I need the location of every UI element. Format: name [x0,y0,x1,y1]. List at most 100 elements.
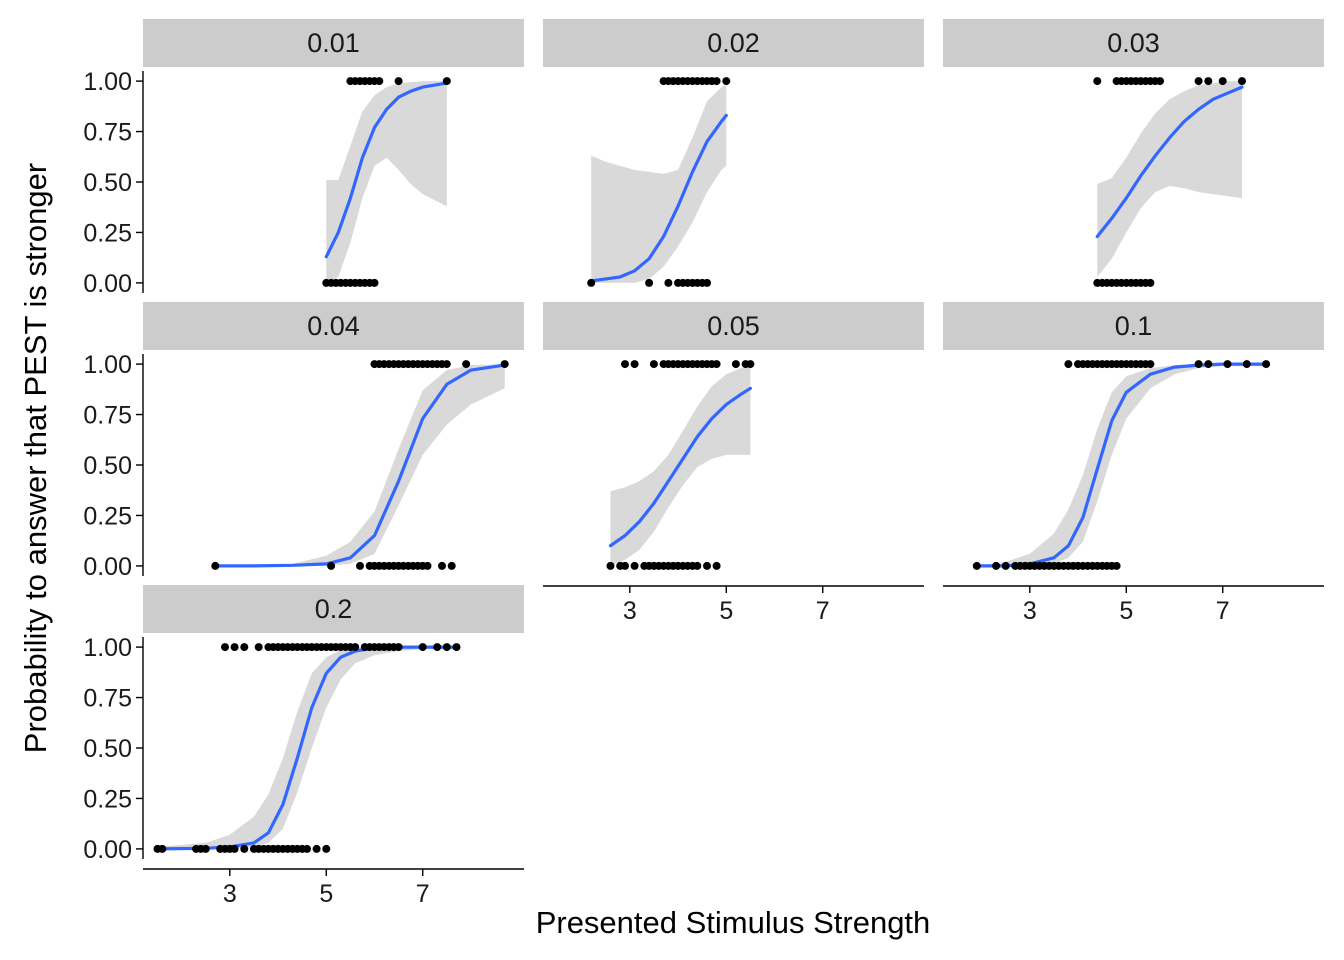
facet-panel-0.05: 0.05 3 5 7 [543,302,924,625]
y-tick-label: 0.50 [83,169,132,197]
confidence-band [610,366,751,566]
facet-strip [543,19,924,67]
data-point [447,561,456,570]
data-point [712,360,721,369]
facet-strip-label: 0.05 [707,311,760,341]
facet-strip [143,302,524,350]
data-point [1001,561,1010,570]
x-tick-label: 7 [416,880,430,908]
data-point [322,844,331,853]
y-tick-label: 0.75 [83,685,132,713]
x-tick-label: 5 [719,597,733,625]
data-point [1242,360,1251,369]
data-point [500,360,509,369]
data-point [630,360,639,369]
y-tick-label: 1.00 [83,351,132,379]
data-point [712,561,721,570]
data-point [1218,77,1227,86]
y-tick-label: 0.75 [83,402,132,430]
data-point [731,360,740,369]
facet-strip-label: 0.04 [307,311,360,341]
facet-panel-0.04: 0.04 0.00 0.25 0.50 0.75 1.00 [83,302,524,581]
y-tick-label: 0.25 [83,502,132,530]
data-point [606,561,615,570]
facet-panel-0.01: 0.01 0.00 0.25 0.50 0.75 1.00 [83,19,524,298]
x-tick-label: 5 [1119,597,1133,625]
confidence-band [215,364,505,566]
data-point [693,561,702,570]
facet-strip [943,19,1324,67]
fit-line [213,363,507,568]
data-point [442,360,451,369]
data-point [356,561,364,570]
data-point [746,360,755,369]
data-point [240,643,249,652]
confidence-band [157,647,457,849]
data-point [442,643,451,652]
fit-line [1095,85,1244,239]
facet-panel-0.03: 0.03 [943,19,1324,287]
data-point [442,77,451,86]
facet-strip-label: 0.2 [315,594,353,624]
y-tick-label: 1.00 [83,68,132,96]
facet-panel-0.2: 0.2 0.00 0.25 0.50 0.75 1.00 3 5 7 [83,585,524,908]
y-tick-label: 0.25 [83,219,132,247]
data-point [621,561,629,570]
x-tick-label: 3 [1023,597,1037,625]
x-tick-label: 3 [623,597,637,625]
data-point [645,278,654,287]
data-point [630,561,639,570]
fit-line [589,113,728,283]
y-tick-label: 0.50 [83,452,132,480]
y-tick-label: 0.00 [83,270,132,298]
data-point [1194,360,1203,369]
data-point [327,561,336,570]
data-point [230,643,239,652]
facet-strip-label: 0.01 [307,28,360,58]
data-point [394,77,403,86]
confidence-band [976,364,1267,566]
data-point [722,77,731,86]
data-point [1146,278,1155,287]
y-axis-title: Probability to answer that PEST is stron… [18,163,53,753]
data-point [394,643,403,652]
data-point [211,561,220,570]
data-point [621,360,629,369]
confidence-band [326,81,447,283]
data-point [664,278,673,287]
data-point [972,561,981,570]
data-point [649,360,658,369]
data-point [433,643,442,652]
fit-line [608,386,752,548]
facet-strip [143,585,524,633]
data-point [462,360,471,369]
x-tick-label: 7 [1216,597,1230,625]
data-point [1223,360,1232,369]
facet-panels: 0.010.000.250.500.751.000.02 0.030.040.00… [83,19,1324,908]
data-point [1238,77,1246,86]
data-point [158,844,167,853]
data-point [1093,77,1102,86]
data-point [254,643,263,652]
y-tick-label: 0.50 [83,735,132,763]
data-point [375,77,384,86]
data-point [303,844,311,853]
data-point [201,844,210,853]
data-point [1112,561,1121,570]
data-point [230,844,239,853]
facet-strip-label: 0.03 [1107,28,1160,58]
y-tick-label: 0.25 [83,785,132,813]
confidence-band [591,85,727,283]
fit-line [975,362,1268,568]
x-tick-label: 7 [816,597,830,625]
data-point [703,561,711,570]
data-point [1204,360,1213,369]
data-point [587,278,596,287]
x-tick-label: 3 [223,880,237,908]
facet-panel-0.1: 0.1 3 5 7 [943,302,1324,625]
y-tick-label: 0.00 [83,553,132,581]
fit-line [324,81,449,259]
data-point [1146,360,1155,369]
facet-strip [143,19,524,67]
